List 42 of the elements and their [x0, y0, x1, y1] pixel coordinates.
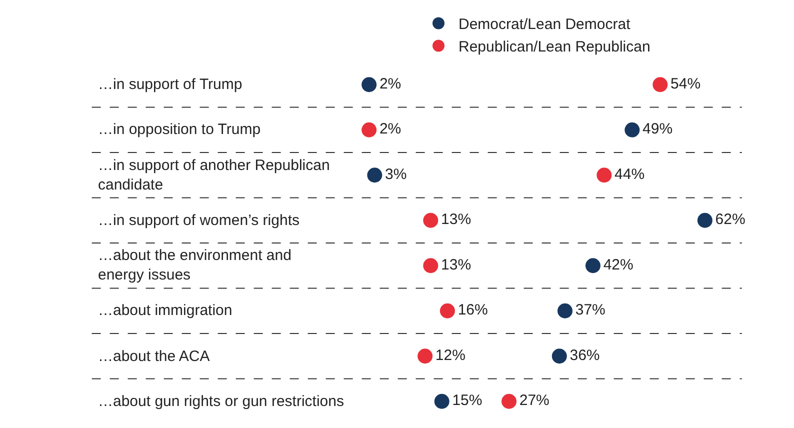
data-label: 42%	[603, 256, 634, 274]
data-label: 36%	[570, 346, 600, 364]
data-label: 3%	[385, 166, 407, 183]
point	[362, 122, 377, 138]
point	[502, 394, 517, 409]
point	[434, 394, 450, 409]
data-label: 44%	[614, 166, 645, 183]
data-label: 16%	[458, 302, 488, 319]
y-tick-label: …in support of Trump	[98, 76, 242, 93]
data-label: 37%	[575, 302, 606, 319]
y-tick-label: …in support of women’s rights	[98, 212, 300, 229]
y-tick-label: …in support of another Republican candidate	[98, 157, 330, 194]
y-tick-label: …about immigration	[98, 302, 232, 319]
data-label: 15%	[452, 392, 482, 410]
point	[423, 212, 438, 228]
data-label: 27%	[519, 392, 550, 410]
data-label: 49%	[642, 120, 673, 138]
data-label: 13%	[441, 211, 472, 228]
point	[557, 303, 572, 318]
point	[652, 77, 668, 92]
data-label: 62%	[715, 211, 746, 228]
point	[624, 122, 640, 138]
legend-label: Democrat/Lean Democrat	[458, 16, 632, 34]
data-label: 12%	[435, 346, 466, 364]
point	[585, 258, 600, 274]
point	[596, 168, 612, 183]
point	[552, 348, 567, 364]
data-label: 54%	[670, 75, 701, 92]
data-label: 2%	[379, 75, 402, 92]
data-label: 2%	[379, 120, 402, 138]
y-tick-label: …about gun rights or gun restrictions	[98, 393, 344, 410]
point	[418, 348, 433, 364]
point	[362, 77, 377, 92]
point	[440, 303, 455, 318]
y-tick-label: …about the environment and energy issues	[98, 247, 292, 284]
legend-label: Republican/Lean Republican	[458, 38, 650, 56]
y-tick-label: …about the ACA	[98, 348, 210, 365]
point	[423, 258, 438, 274]
y-tick-label: …in opposition to Trump	[98, 121, 261, 138]
point	[697, 212, 712, 228]
point	[367, 168, 382, 183]
data-label: 13%	[441, 256, 472, 274]
